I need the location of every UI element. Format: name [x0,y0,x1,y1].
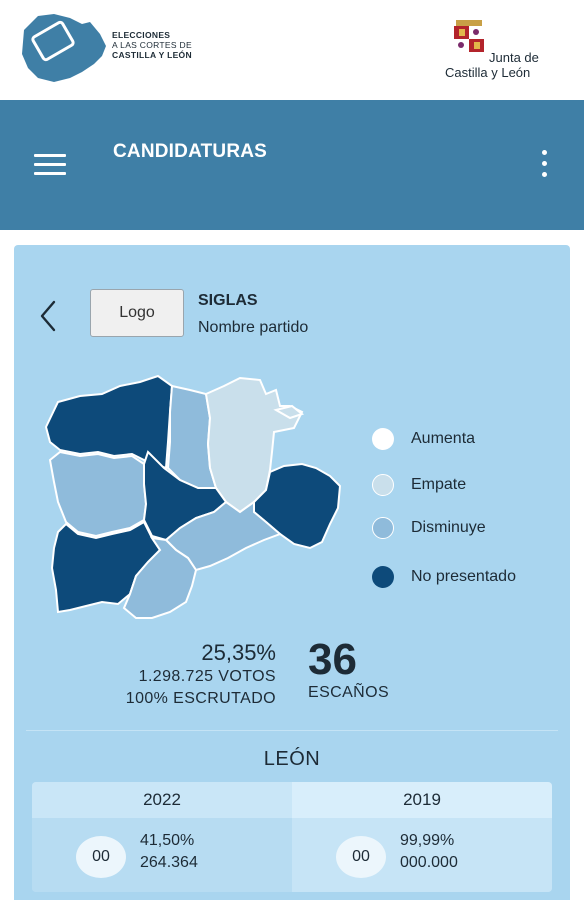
legend-item-empate: Empate [372,474,466,496]
province-zamora[interactable] [48,450,148,538]
page-title: CANDIDATURAS [113,141,268,162]
legend-dot-no-presentado [372,566,394,588]
scrutinized-status: 100% ESCRUTADO [125,690,276,707]
legend-label: No presentado [411,568,516,585]
seats-count: 36 [308,635,357,684]
province-avila[interactable] [122,536,198,619]
legend-label: Aumenta [411,430,476,447]
brand-header: ELECCIONES A LAS CORTES DE CASTILLA Y LE… [0,0,584,100]
back-chevron-icon[interactable] [38,298,60,334]
province-title: LEÓN [263,748,321,770]
legend-dot-disminuye [372,517,394,539]
brand-text: ELECCIONES A LAS CORTES DE CASTILLA Y LE… [112,30,222,60]
seats-label: ESCAÑOS [308,684,390,701]
legend-label: Empate [411,476,467,493]
castilla-leon-map [44,374,342,619]
seat-badge: 00 [76,836,126,878]
legend-item-no-presentado: No presentado [372,566,516,588]
party-logo-placeholder: Logo [90,289,184,337]
legend-item-disminuye: Disminuye [372,517,486,539]
seat-badge: 00 [336,836,386,878]
more-vertical-icon[interactable] [536,150,552,184]
province-burgos-enclave [273,404,305,420]
year-body: 00 99,99% 000.000 [292,818,552,892]
year-percentage: 41,50% [140,832,195,849]
legend-item-aumenta: Aumenta [372,428,475,450]
year-comparison-table: 2022 00 41,50% 264.364 2019 00 99,99% 00… [32,782,552,892]
app-bar [0,100,584,230]
elecciones-13f-logo [22,14,106,82]
hamburger-menu-icon[interactable] [34,154,66,178]
party-name: Nombre partido [198,319,309,336]
junta-line2: Castilla y León [445,65,531,80]
year-percentage: 99,99% [400,832,455,849]
junta-crest-icon [454,20,484,52]
brand-line1: ELECCIONES [112,30,171,40]
year-votes: 000.000 [400,854,458,871]
brand-line3: CASTILLA Y LEÓN [112,50,192,60]
legend-label: Disminuye [411,519,486,536]
legend-dot-empate [372,474,394,496]
year-votes: 264.364 [140,854,198,871]
year-header: 2019 [292,782,552,818]
junta-text: Junta de Castilla y León [445,50,575,80]
year-column-2019[interactable]: 2019 00 99,99% 000.000 [292,782,552,892]
junta-line1: Junta de [489,50,539,65]
province-leon[interactable] [44,374,174,470]
total-votes: 1.298.725 VOTOS [138,668,276,685]
legend-dot-aumenta [372,428,394,450]
vote-percentage: 25,35% [201,640,276,665]
party-siglas: SIGLAS [198,292,258,309]
brand-line2: A LAS CORTES DE [112,40,192,50]
year-header: 2022 [32,782,292,818]
divider [26,730,558,731]
year-body: 00 41,50% 264.364 [32,818,292,892]
year-column-2022[interactable]: 2022 00 41,50% 264.364 [32,782,292,892]
